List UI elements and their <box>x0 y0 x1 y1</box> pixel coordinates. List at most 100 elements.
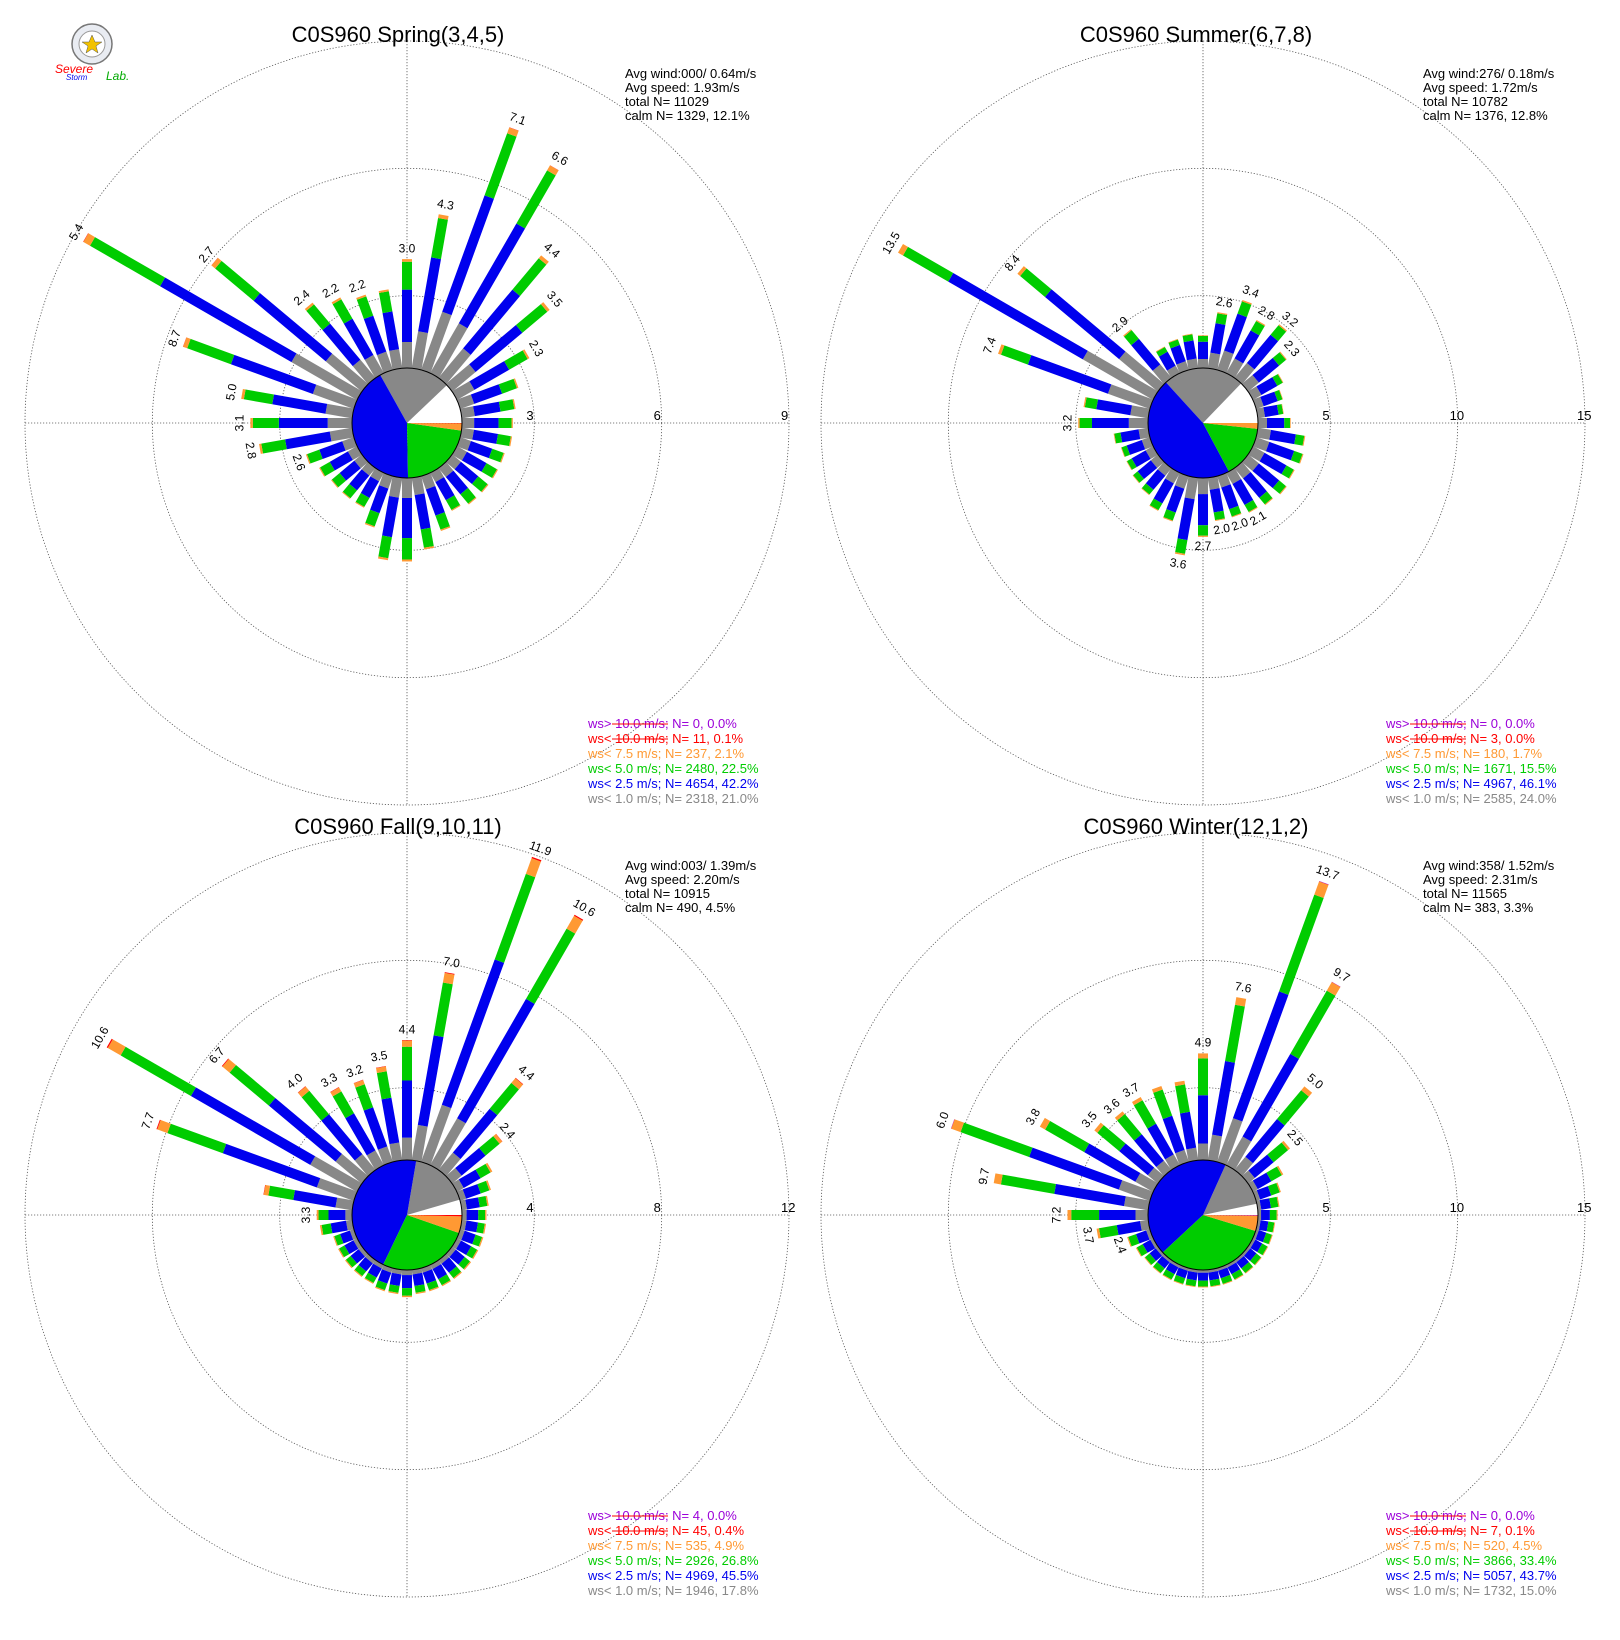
rose-bar-segment <box>902 246 954 282</box>
rose-bar-segment <box>1153 478 1174 504</box>
rose-bar-segment <box>1256 407 1266 419</box>
bar-value-label: 7.2 <box>1050 1206 1064 1223</box>
rose-bar-segment <box>1039 1117 1051 1130</box>
rose-bar-segment <box>1245 1266 1254 1274</box>
rose-bar-segment <box>457 998 535 1124</box>
bar-value-label: 2.8 <box>243 441 260 460</box>
rose-bar-segment <box>340 1230 354 1244</box>
rose-bar-segment <box>1137 460 1158 480</box>
rose-bar-segment <box>331 479 339 488</box>
rose-bar-segment <box>473 401 501 417</box>
rose-bar-segment <box>338 1248 345 1258</box>
rose-bar-segment <box>1107 384 1154 409</box>
rose-bar-segment <box>382 495 399 538</box>
bar-value-label: 3.1 <box>233 414 247 431</box>
rose-bar-segment <box>1226 1136 1252 1170</box>
rose-bar-segment <box>460 406 475 419</box>
rose-bar-segment <box>353 1080 365 1088</box>
rose-bar-segment <box>375 1280 388 1291</box>
rose-bar-segment <box>1276 404 1284 415</box>
rose-bar-segment <box>456 1189 467 1201</box>
rose-bar-segment <box>345 1255 358 1268</box>
logo-text-lab: Lab. <box>106 69 129 83</box>
rose-bar-segment <box>334 1234 344 1246</box>
rose-bar-segment <box>1020 268 1052 297</box>
rose-bar-segment <box>476 1222 485 1234</box>
rose-bar-segment <box>421 1104 452 1166</box>
rose-bar-segment <box>1208 1270 1220 1281</box>
rose-bar-segment <box>1153 1262 1165 1274</box>
rose-bar-segment <box>1175 1084 1190 1114</box>
rose-bar-segment <box>1259 491 1273 505</box>
rose-bar-segment <box>1136 1244 1148 1257</box>
rose-bar-segment <box>389 1272 402 1287</box>
legend-entry-lt2_5: ws< 2.5 m/s; N= 5057, 43.7% <box>1385 1568 1557 1583</box>
rose-bar-segment <box>370 485 389 514</box>
rose-bar-segment <box>456 1240 472 1255</box>
rose-bar-segment <box>1326 982 1341 996</box>
rose-bar-segment <box>304 302 314 311</box>
rose-bar-segment <box>1184 476 1199 500</box>
rose-bar-segment <box>1266 1166 1282 1182</box>
panel-title: C0S960 Spring(3,4,5) <box>292 22 505 47</box>
rose-bar-segment <box>1252 1190 1261 1201</box>
rose-bar-segment <box>469 361 510 390</box>
rose-bar-segment <box>1120 429 1141 443</box>
rose-bar-segment <box>435 477 455 501</box>
rose-bar-segment <box>381 1264 393 1273</box>
rose-bar-segment <box>1152 1266 1161 1274</box>
grid-ring <box>24 832 790 1598</box>
rose-bar-segment <box>363 315 387 356</box>
rose-bar-segment <box>391 1268 403 1275</box>
rose-bar-segment <box>1126 439 1146 455</box>
rose-bar-segment <box>455 1147 486 1176</box>
rose-bar-segment <box>187 338 235 365</box>
rose-bar-segment <box>1152 364 1172 385</box>
rose-bar-segment <box>547 165 559 176</box>
rose-bar-segment <box>1252 357 1280 383</box>
rose-bar-segment <box>421 311 452 374</box>
rose-bar-segment <box>1207 1134 1222 1162</box>
rose-bar-segment <box>414 493 431 530</box>
rose-bar-segment <box>1281 465 1294 479</box>
rose-bar-segment <box>496 433 511 447</box>
rose-bar-segment <box>1165 1154 1180 1170</box>
rose-bar-segment <box>1186 1147 1199 1162</box>
rose-bar-segment <box>411 476 425 496</box>
rose-bar-segment <box>1279 351 1287 360</box>
rose-bar-segment <box>1252 463 1280 489</box>
center-pie-outline <box>1147 1159 1259 1271</box>
stat-calm: calm N= 383, 3.3% <box>1423 900 1534 915</box>
rose-bar-segment <box>1173 1274 1186 1284</box>
rose-bar-segment <box>511 1078 523 1090</box>
rose-bar-segment <box>481 463 498 478</box>
rose-bar-segment <box>83 233 95 246</box>
rose-bar-segment <box>458 1256 471 1270</box>
rose-bar-segment <box>488 448 504 463</box>
rose-bar-segment <box>1231 1269 1244 1280</box>
rose-bar-segment <box>329 451 353 471</box>
rose-bar-segment <box>1150 454 1165 468</box>
rose-bar-segment <box>356 296 374 320</box>
rose-bar-segment <box>1272 352 1287 366</box>
bar-value-label: 3.3 <box>318 1070 340 1091</box>
rose-bar-segment <box>897 244 908 256</box>
rose-bar-segment <box>365 1253 376 1264</box>
bar-value-label: 8.4 <box>1002 252 1024 274</box>
panel-summer: 2.63.42.8 3.22.32.12.02.02.73.63.27.413.5… <box>820 22 1591 806</box>
rose-bar-segment <box>445 454 461 470</box>
rose-bar-segment <box>1131 450 1151 468</box>
rose-bar-segment <box>330 1087 342 1097</box>
rose-bar-segment <box>354 1154 376 1177</box>
bar-value-label: 6.7 <box>206 1044 228 1066</box>
rose-bar-segment <box>463 289 521 355</box>
bars-layer: 2.63.42.8 3.22.32.12.02.02.73.63.27.413.5… <box>879 229 1306 572</box>
rose-bar-segment <box>466 1246 478 1259</box>
center-pie <box>351 367 463 479</box>
bar-value-label: 3.2 <box>1279 308 1301 330</box>
rose-bar-segment <box>951 1119 964 1133</box>
rose-bar-segment <box>525 928 576 1004</box>
rose-bar-segment <box>330 1220 348 1234</box>
rose-bar-segment <box>1141 483 1154 495</box>
rose-bar-segment <box>378 535 392 559</box>
